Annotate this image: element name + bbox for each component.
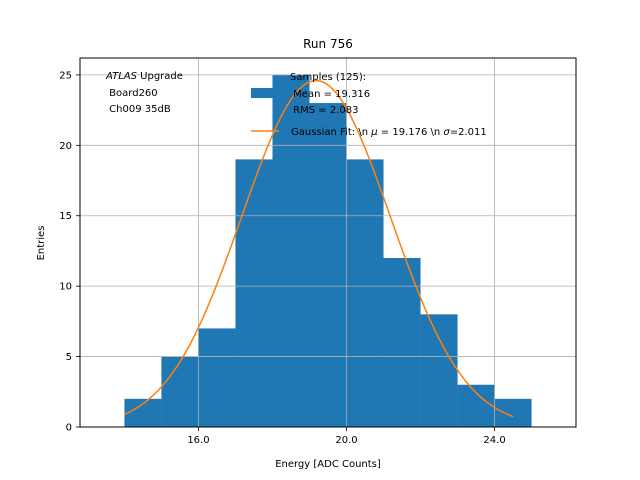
fit-curve (124, 79, 514, 418)
legend-hist-swatch (251, 88, 279, 98)
legend-hist-line-2: Mean = 19.316 (290, 89, 370, 100)
annotation-line-2: Board260 (106, 88, 158, 99)
y-tick-label-2: 10 (59, 282, 72, 293)
annotation-upgrade: Upgrade (137, 71, 183, 82)
legend-fit-label: Gaussian Fit: \n μ = 19.176 \n σ=2.011 (291, 127, 487, 138)
histogram-bar-4 (272, 74, 310, 428)
histogram-bar-10 (494, 398, 532, 427)
histogram-bar-6 (346, 159, 384, 427)
histogram-bar-2 (198, 328, 236, 427)
annotation-line-1: ATLAS Upgrade (105, 71, 183, 82)
legend-fit-sigma: σ (443, 127, 450, 138)
y-axis-ticks: 0 5 10 15 20 25 (59, 70, 80, 434)
atlas-annotation: ATLAS Upgrade Board260 Ch009 35dB (105, 71, 183, 115)
x-axis-label: Energy [ADC Counts] (275, 459, 381, 470)
legend-hist-line-3: RMS = 2.083 (290, 105, 358, 116)
histogram-bar-5 (309, 103, 347, 428)
histogram-bars (124, 74, 532, 428)
gaussian-fit (124, 79, 514, 418)
histogram-bar-8 (420, 314, 458, 427)
x-tick-label-2: 24.0 (483, 435, 505, 446)
y-tick-label-1: 5 (66, 352, 72, 363)
y-tick-label-3: 15 (59, 211, 72, 222)
legend-fit-suffix: =2.011 (450, 127, 487, 138)
legend-fit-prefix: Gaussian Fit: \n (291, 127, 371, 138)
legend: Samples (125): Mean = 19.316 RMS = 2.083… (251, 72, 487, 138)
x-axis-ticks: 16.0 20.0 24.0 (187, 427, 506, 446)
y-tick-label-5: 25 (59, 70, 72, 81)
histogram-bar-1 (161, 356, 199, 427)
histogram-bar-9 (457, 384, 495, 427)
histogram-bar-3 (235, 159, 273, 427)
legend-hist-line-1: Samples (125): (290, 72, 366, 83)
y-axis-label: Entries (36, 226, 47, 261)
x-tick-label-1: 20.0 (335, 435, 357, 446)
y-tick-label-0: 0 (66, 423, 72, 434)
legend-fit-mu: μ (370, 127, 377, 138)
x-tick-label-0: 16.0 (187, 435, 209, 446)
chart-title: Run 756 (303, 37, 353, 51)
legend-fit-mid: = 19.176 \n (378, 127, 444, 138)
annotation-line-3: Ch009 35dB (106, 104, 171, 115)
y-tick-label-4: 20 (59, 141, 72, 152)
annotation-atlas: ATLAS (105, 71, 138, 82)
plot-frame (79, 57, 577, 428)
